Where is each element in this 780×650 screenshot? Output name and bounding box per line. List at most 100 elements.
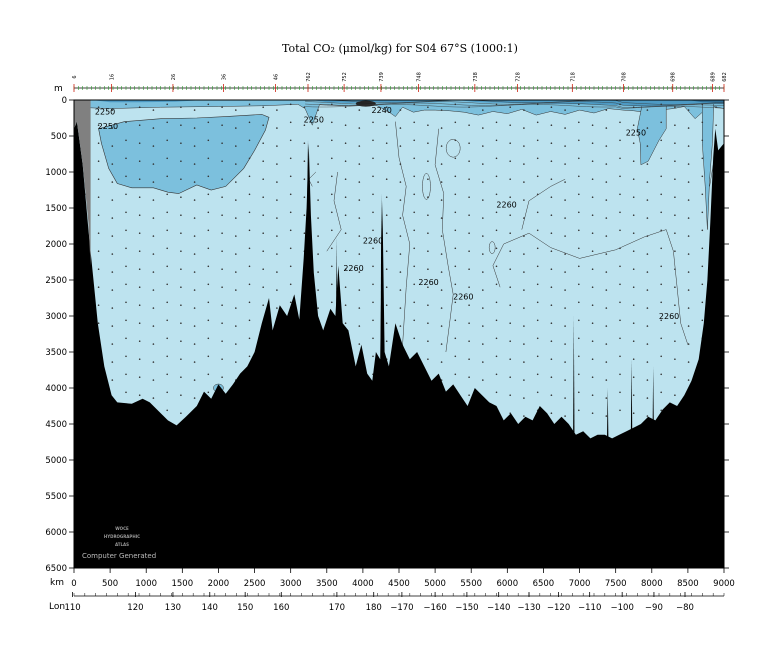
sample-dot — [564, 163, 566, 165]
sample-dot — [619, 157, 621, 160]
sample-dot — [687, 181, 690, 183]
sample-dot — [536, 139, 539, 142]
sample-dot — [372, 319, 374, 322]
sample-dot — [166, 157, 168, 160]
sample-dot — [125, 175, 127, 178]
sample-dot — [111, 379, 114, 381]
x-tick-label: 500 — [102, 579, 118, 589]
sample-dot — [235, 217, 237, 219]
sample-dot — [358, 217, 361, 219]
sample-dot — [248, 121, 251, 124]
sample-dot — [482, 289, 484, 291]
sample-dot — [193, 361, 196, 363]
x-tick-label: 5000 — [424, 579, 446, 589]
sample-dot — [674, 178, 676, 180]
sample-dot — [125, 247, 127, 250]
sample-dot — [344, 214, 347, 216]
sample-dot — [221, 160, 223, 162]
sample-dot — [619, 283, 621, 286]
sample-dot — [97, 322, 100, 325]
sample-dot — [632, 124, 635, 126]
sample-dot — [509, 178, 512, 180]
lon-tick-label: −120 — [547, 603, 570, 613]
sample-dot — [125, 301, 127, 304]
sample-dot — [125, 265, 127, 268]
sample-dot — [578, 175, 580, 178]
sample-dot — [166, 247, 168, 250]
sample-dot — [97, 178, 100, 180]
sample-dot — [152, 253, 155, 255]
sample-dot — [660, 121, 662, 124]
sample-dot — [646, 289, 649, 291]
sample-dot — [399, 307, 402, 309]
sample-dot — [660, 373, 662, 376]
sample-dot — [509, 196, 512, 198]
x-tick-label: 3500 — [316, 579, 338, 589]
sample-dot — [564, 235, 566, 237]
sample-dot — [331, 193, 333, 196]
sample-dot — [591, 286, 594, 289]
sample-dot — [289, 265, 292, 268]
sample-dot — [550, 286, 553, 289]
sample-dot — [193, 253, 196, 255]
sample-dot — [495, 121, 498, 124]
sample-dot — [180, 340, 182, 343]
sample-dot — [468, 394, 470, 397]
sample-dot — [358, 181, 361, 183]
sample-dot — [578, 355, 580, 358]
plot-area — [73, 99, 725, 569]
sample-dot — [248, 139, 251, 142]
distance-unit-label: km — [50, 578, 64, 588]
sample-dot — [591, 106, 594, 108]
sample-dot — [125, 193, 127, 196]
sample-dot — [207, 193, 210, 196]
sample-dot — [564, 289, 566, 291]
sample-dot — [564, 145, 566, 147]
y-tick-label: 1000 — [45, 168, 67, 178]
sample-dot — [509, 376, 512, 379]
sample-dot — [358, 109, 361, 111]
sample-dot — [578, 301, 580, 304]
sample-dot — [619, 103, 621, 106]
sample-dot — [262, 268, 265, 271]
sample-dot — [619, 391, 621, 394]
sample-dot — [166, 265, 168, 268]
sample-dot — [482, 361, 484, 363]
y-tick-label: 3000 — [45, 312, 67, 322]
sample-dot — [632, 340, 635, 343]
sample-dot — [687, 343, 690, 345]
y-tick-label: 2000 — [45, 240, 67, 250]
sample-dot — [317, 163, 319, 165]
sample-dot — [125, 211, 127, 214]
water-2250-2260-west — [98, 114, 270, 194]
sample-dot — [605, 199, 608, 201]
sample-dot — [523, 415, 525, 417]
sample-dot — [660, 301, 662, 304]
sample-dot — [358, 235, 361, 237]
sample-dot — [578, 139, 580, 142]
sample-dot — [687, 163, 690, 165]
sample-dot — [193, 199, 196, 201]
sample-dot — [125, 121, 127, 124]
sample-dot — [193, 343, 196, 345]
sample-dot — [523, 181, 525, 183]
sample-dot — [523, 253, 525, 255]
sample-dot — [605, 343, 608, 345]
station-label: 36 — [222, 74, 228, 80]
sample-dot — [509, 160, 512, 162]
contour-eddy — [422, 173, 431, 200]
sample-dot — [331, 247, 333, 250]
seamount-spike — [630, 359, 633, 439]
sample-dot — [660, 157, 662, 160]
sample-dot — [166, 211, 168, 214]
sample-dot — [207, 337, 210, 340]
sample-dot — [495, 103, 498, 106]
sample-dot — [536, 355, 539, 358]
sample-dot — [619, 265, 621, 268]
sample-dot — [317, 307, 319, 309]
sample-dot — [578, 337, 580, 340]
sample-dot — [468, 160, 470, 162]
x-tick-label: 6500 — [533, 579, 555, 589]
sample-dot — [509, 214, 512, 216]
sample-dot — [207, 103, 210, 106]
